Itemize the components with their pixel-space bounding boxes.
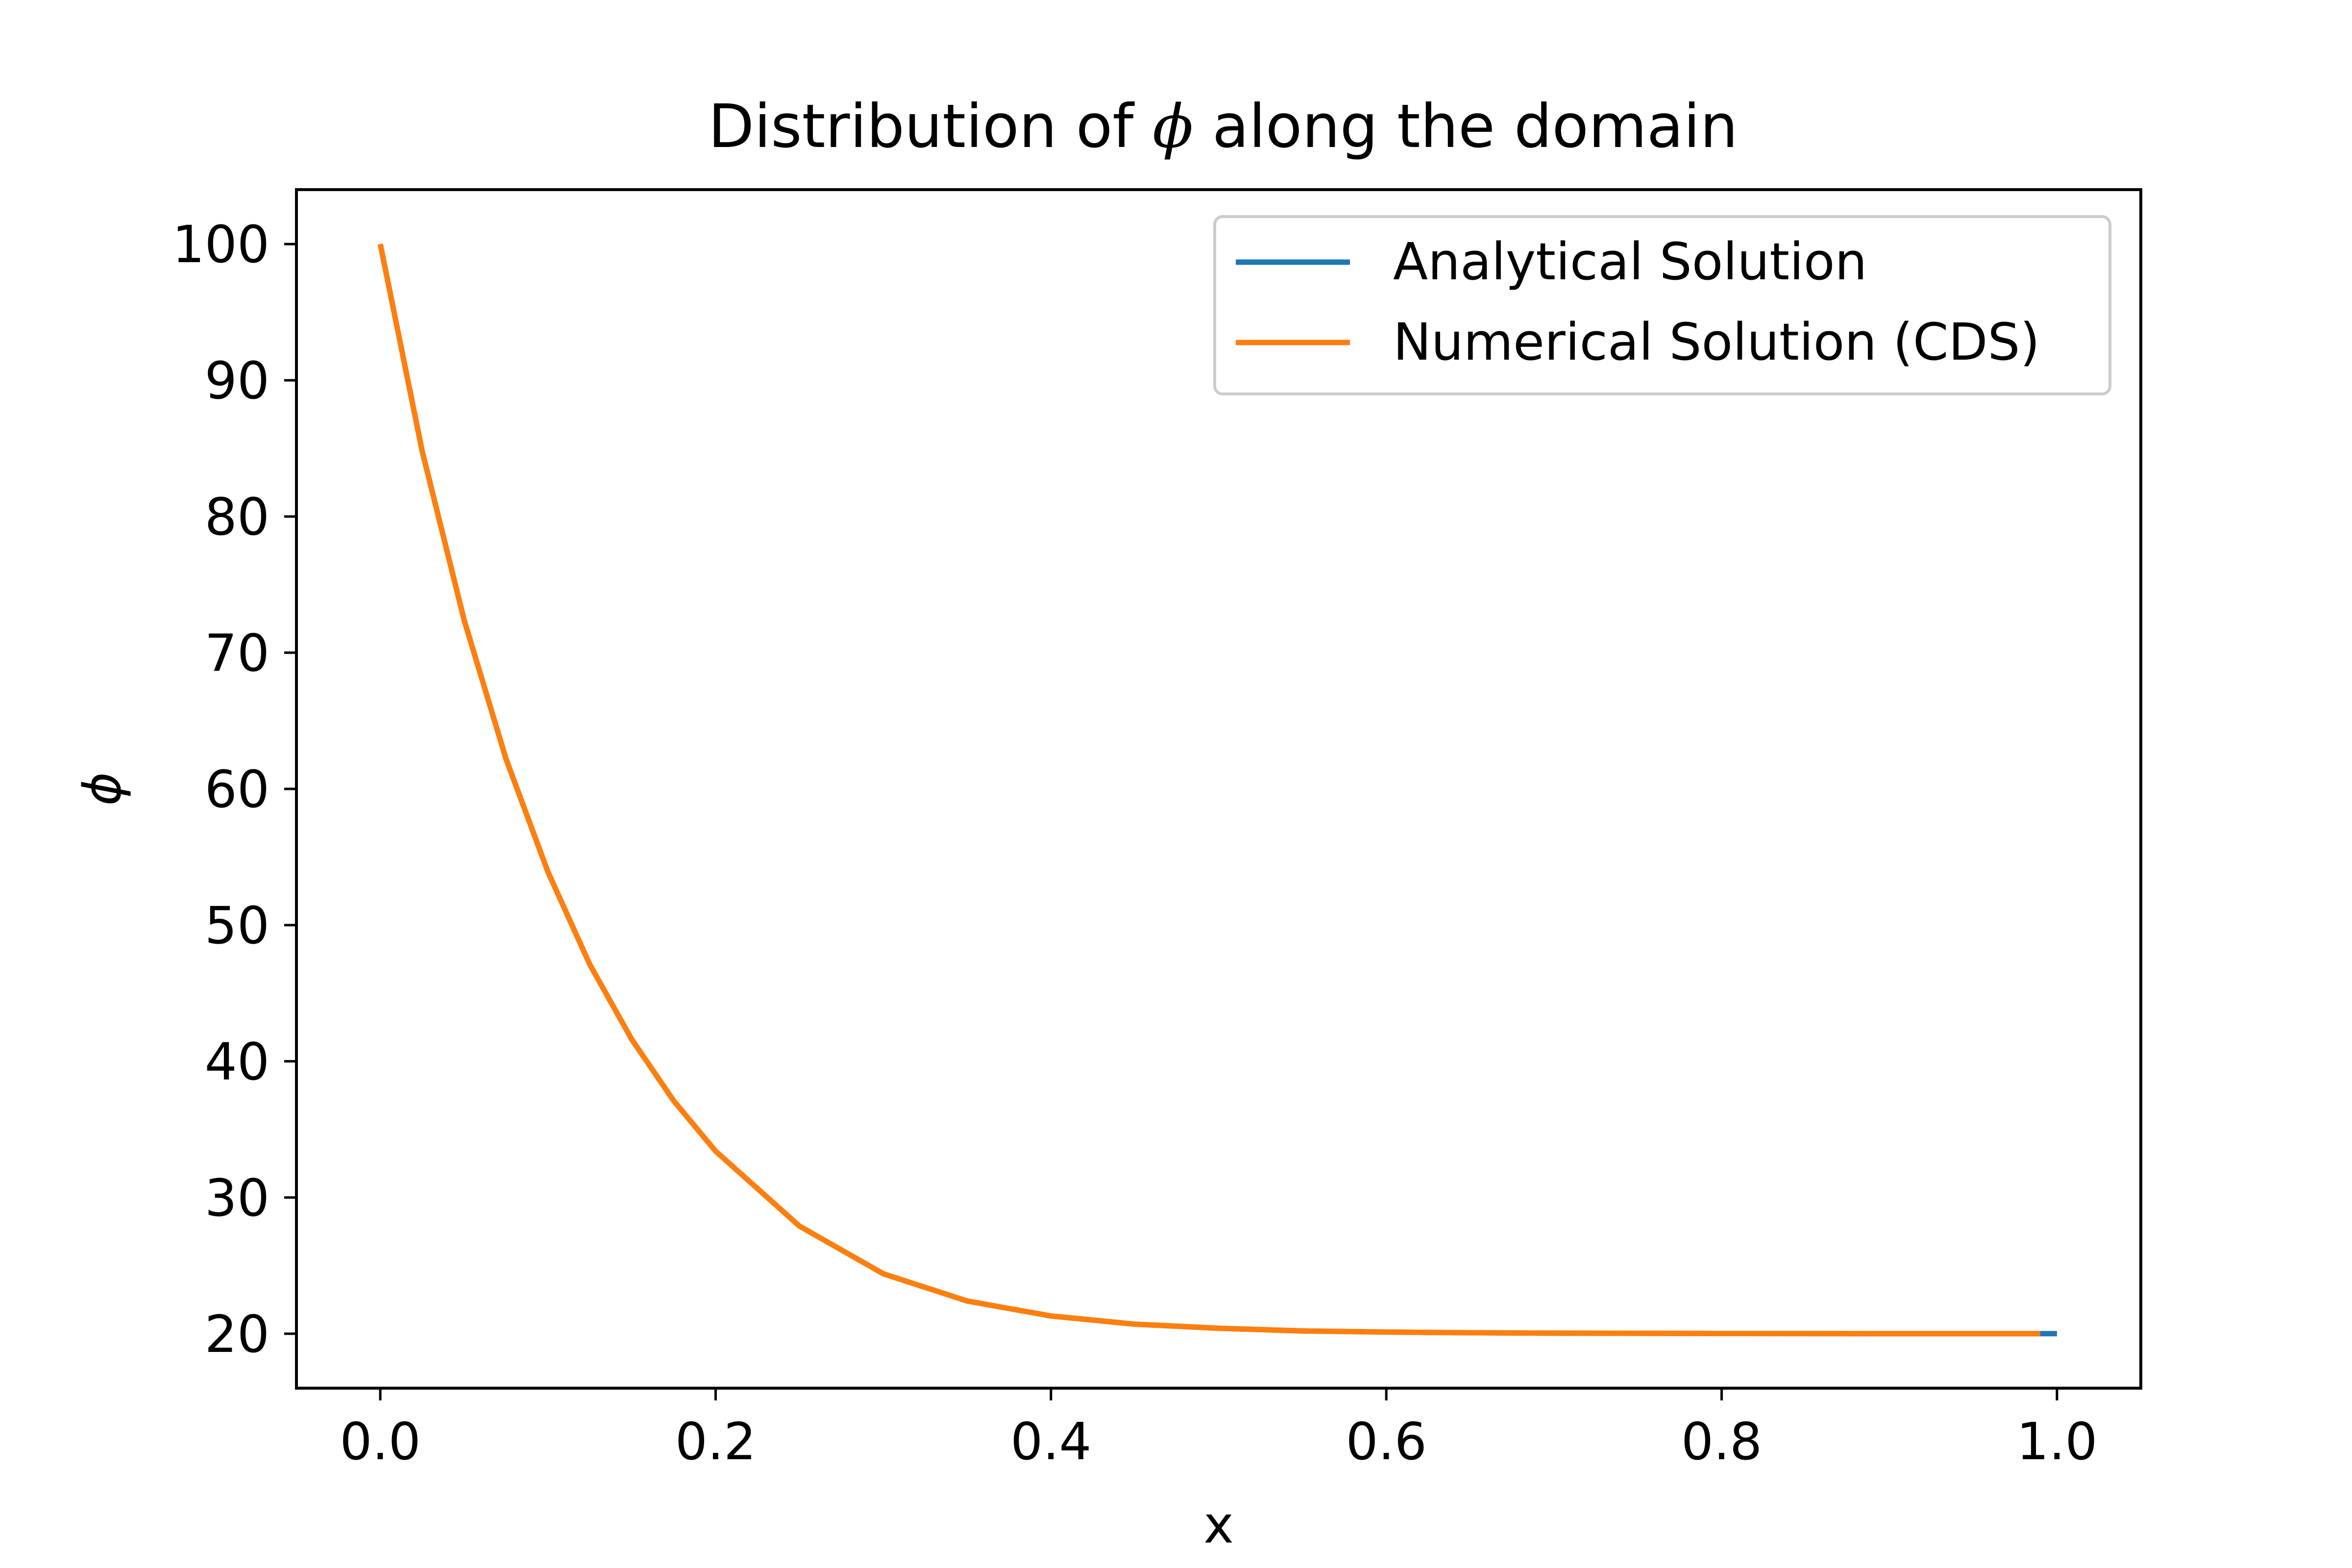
y-tick-label: 100 [172, 215, 270, 274]
x-tick-label: 1.0 [2016, 1412, 2097, 1471]
y-axis-ticks: 20 30 40 50 60 70 80 90 100 [172, 215, 296, 1364]
series-line-numerical [377, 244, 2040, 1337]
legend-label-analytical: Analytical Solution [1393, 232, 1867, 292]
series-layer [377, 244, 2057, 1337]
legend-box [1213, 215, 2111, 395]
y-tick-label: 90 [205, 351, 270, 411]
y-tick-label: 20 [205, 1304, 270, 1364]
y-tick-label: 30 [205, 1168, 270, 1228]
y-axis-label: ϕ [73, 772, 132, 806]
x-tick-label: 0.0 [340, 1412, 420, 1471]
y-tick-label: 60 [205, 760, 270, 819]
legend-label-numerical: Numerical Solution (CDS) [1393, 312, 2040, 372]
x-axis-label: x [1203, 1495, 1234, 1555]
chart-title: Distribution of ϕ along the domain [708, 92, 1738, 161]
y-tick-label: 70 [205, 623, 270, 683]
y-tick-label: 40 [205, 1032, 270, 1092]
x-tick-label: 0.2 [675, 1412, 756, 1471]
legend: Analytical Solution Numerical Solution (… [1213, 215, 2111, 395]
x-tick-label: 0.8 [1681, 1412, 1762, 1471]
x-tick-label: 0.6 [1346, 1412, 1426, 1471]
chart-title-suffix: along the domain [1193, 92, 1738, 161]
x-tick-label: 0.4 [1010, 1412, 1091, 1471]
chart-title-prefix: Distribution of [708, 92, 1152, 161]
y-tick-label: 80 [205, 487, 270, 547]
x-axis-ticks: 0.0 0.2 0.4 0.6 0.8 1.0 [340, 1388, 2098, 1471]
y-tick-label: 50 [205, 896, 270, 956]
chart-title-symbol: ϕ [1152, 92, 1193, 161]
